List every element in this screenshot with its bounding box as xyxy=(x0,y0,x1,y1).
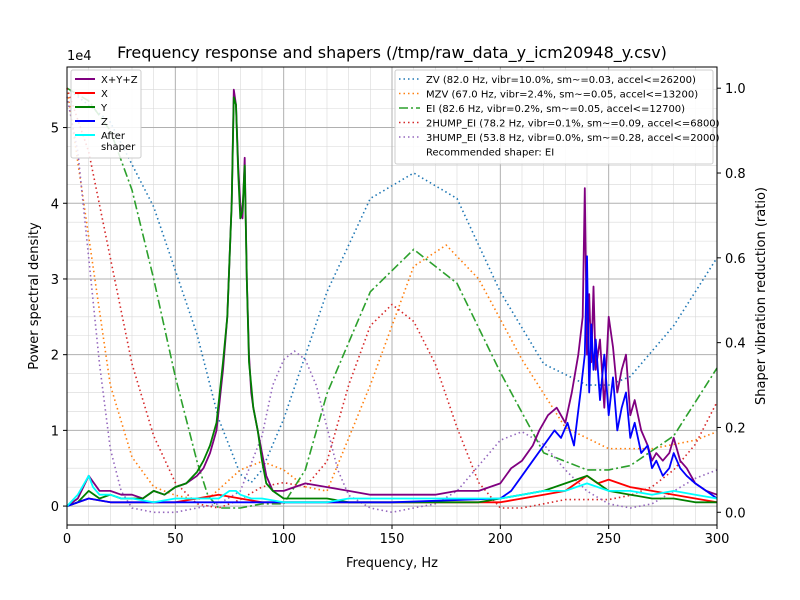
y-tick-label: 2 xyxy=(51,349,59,364)
y2-tick-label: 0.0 xyxy=(725,506,746,521)
x-tick-label: 0 xyxy=(63,532,71,547)
y2-tick-label: 0.4 xyxy=(725,337,746,352)
legend-psd-label: After xyxy=(101,131,126,142)
psd-lines xyxy=(66,88,718,507)
psd-line-4 xyxy=(66,474,718,507)
x-tick-label: 150 xyxy=(380,532,405,547)
x-tick-label: 50 xyxy=(167,532,184,547)
y-tick-label: 4 xyxy=(51,197,59,212)
legend-shaper-label: ZV (82.0 Hz, vibr=10.0%, sm~=0.03, accel… xyxy=(426,75,696,86)
y-axis-title: Power spectral density xyxy=(27,222,42,370)
legend-psd-label: Z xyxy=(101,117,108,128)
legend-shapers: ZV (82.0 Hz, vibr=10.0%, sm~=0.03, accel… xyxy=(394,69,720,165)
legend-psd-label: X+Y+Z xyxy=(101,75,138,86)
shaper-line-2 xyxy=(66,87,718,509)
x-tick-label: 200 xyxy=(488,532,513,547)
y-offset-label: 1e4 xyxy=(67,49,92,64)
psd-line-0 xyxy=(66,88,718,507)
x-tick-label: 100 xyxy=(271,532,296,547)
shaper-line-1 xyxy=(66,88,718,501)
legend-psd-label: Y xyxy=(100,103,108,114)
y-axis-ticks: 0 1 2 3 4 5 xyxy=(51,122,67,515)
psd-line-3 xyxy=(66,255,718,507)
legend-psd-label: shaper xyxy=(101,142,136,153)
legend-shapers-box xyxy=(394,69,714,165)
x-tick-label: 250 xyxy=(596,532,621,547)
y-tick-label: 0 xyxy=(51,500,59,515)
y2-tick-label: 0.6 xyxy=(725,252,746,267)
y2-axis-title: Shaper vibration reduction (ratio) xyxy=(754,187,769,405)
y-tick-label: 3 xyxy=(51,273,59,288)
y-tick-label: 1 xyxy=(51,424,59,439)
x-axis-title: Frequency, Hz xyxy=(346,556,438,571)
legend-shaper-label: MZV (67.0 Hz, vibr=2.4%, sm~=0.05, accel… xyxy=(426,90,698,101)
legend-shaper-label: EI (82.6 Hz, vibr=0.2%, sm~=0.05, accel<… xyxy=(426,104,685,115)
legend-shaper-label: 3HUMP_EI (53.8 Hz, vibr=0.0%, sm~=0.28, … xyxy=(426,133,720,144)
shaper-line-3 xyxy=(66,87,718,509)
x-tick-label: 300 xyxy=(705,532,730,547)
y2-axis-ticks: 0.0 0.2 0.4 0.6 0.8 1.0 xyxy=(717,82,746,521)
x-axis-ticks: 0 50 100 150 200 250 300 xyxy=(63,525,730,547)
y2-tick-label: 0.2 xyxy=(725,421,746,436)
recommended-shaper-text: Recommended shaper: EI xyxy=(426,148,554,159)
legend-shaper-label: 2HUMP_EI (78.2 Hz, vibr=0.1%, sm~=0.09, … xyxy=(426,119,720,130)
y2-tick-label: 0.8 xyxy=(725,167,746,182)
y2-tick-label: 1.0 xyxy=(725,82,746,97)
legend-psd-label: X xyxy=(101,89,108,100)
chart-title: Frequency response and shapers (/tmp/raw… xyxy=(117,43,667,63)
y-tick-label: 5 xyxy=(51,122,59,137)
